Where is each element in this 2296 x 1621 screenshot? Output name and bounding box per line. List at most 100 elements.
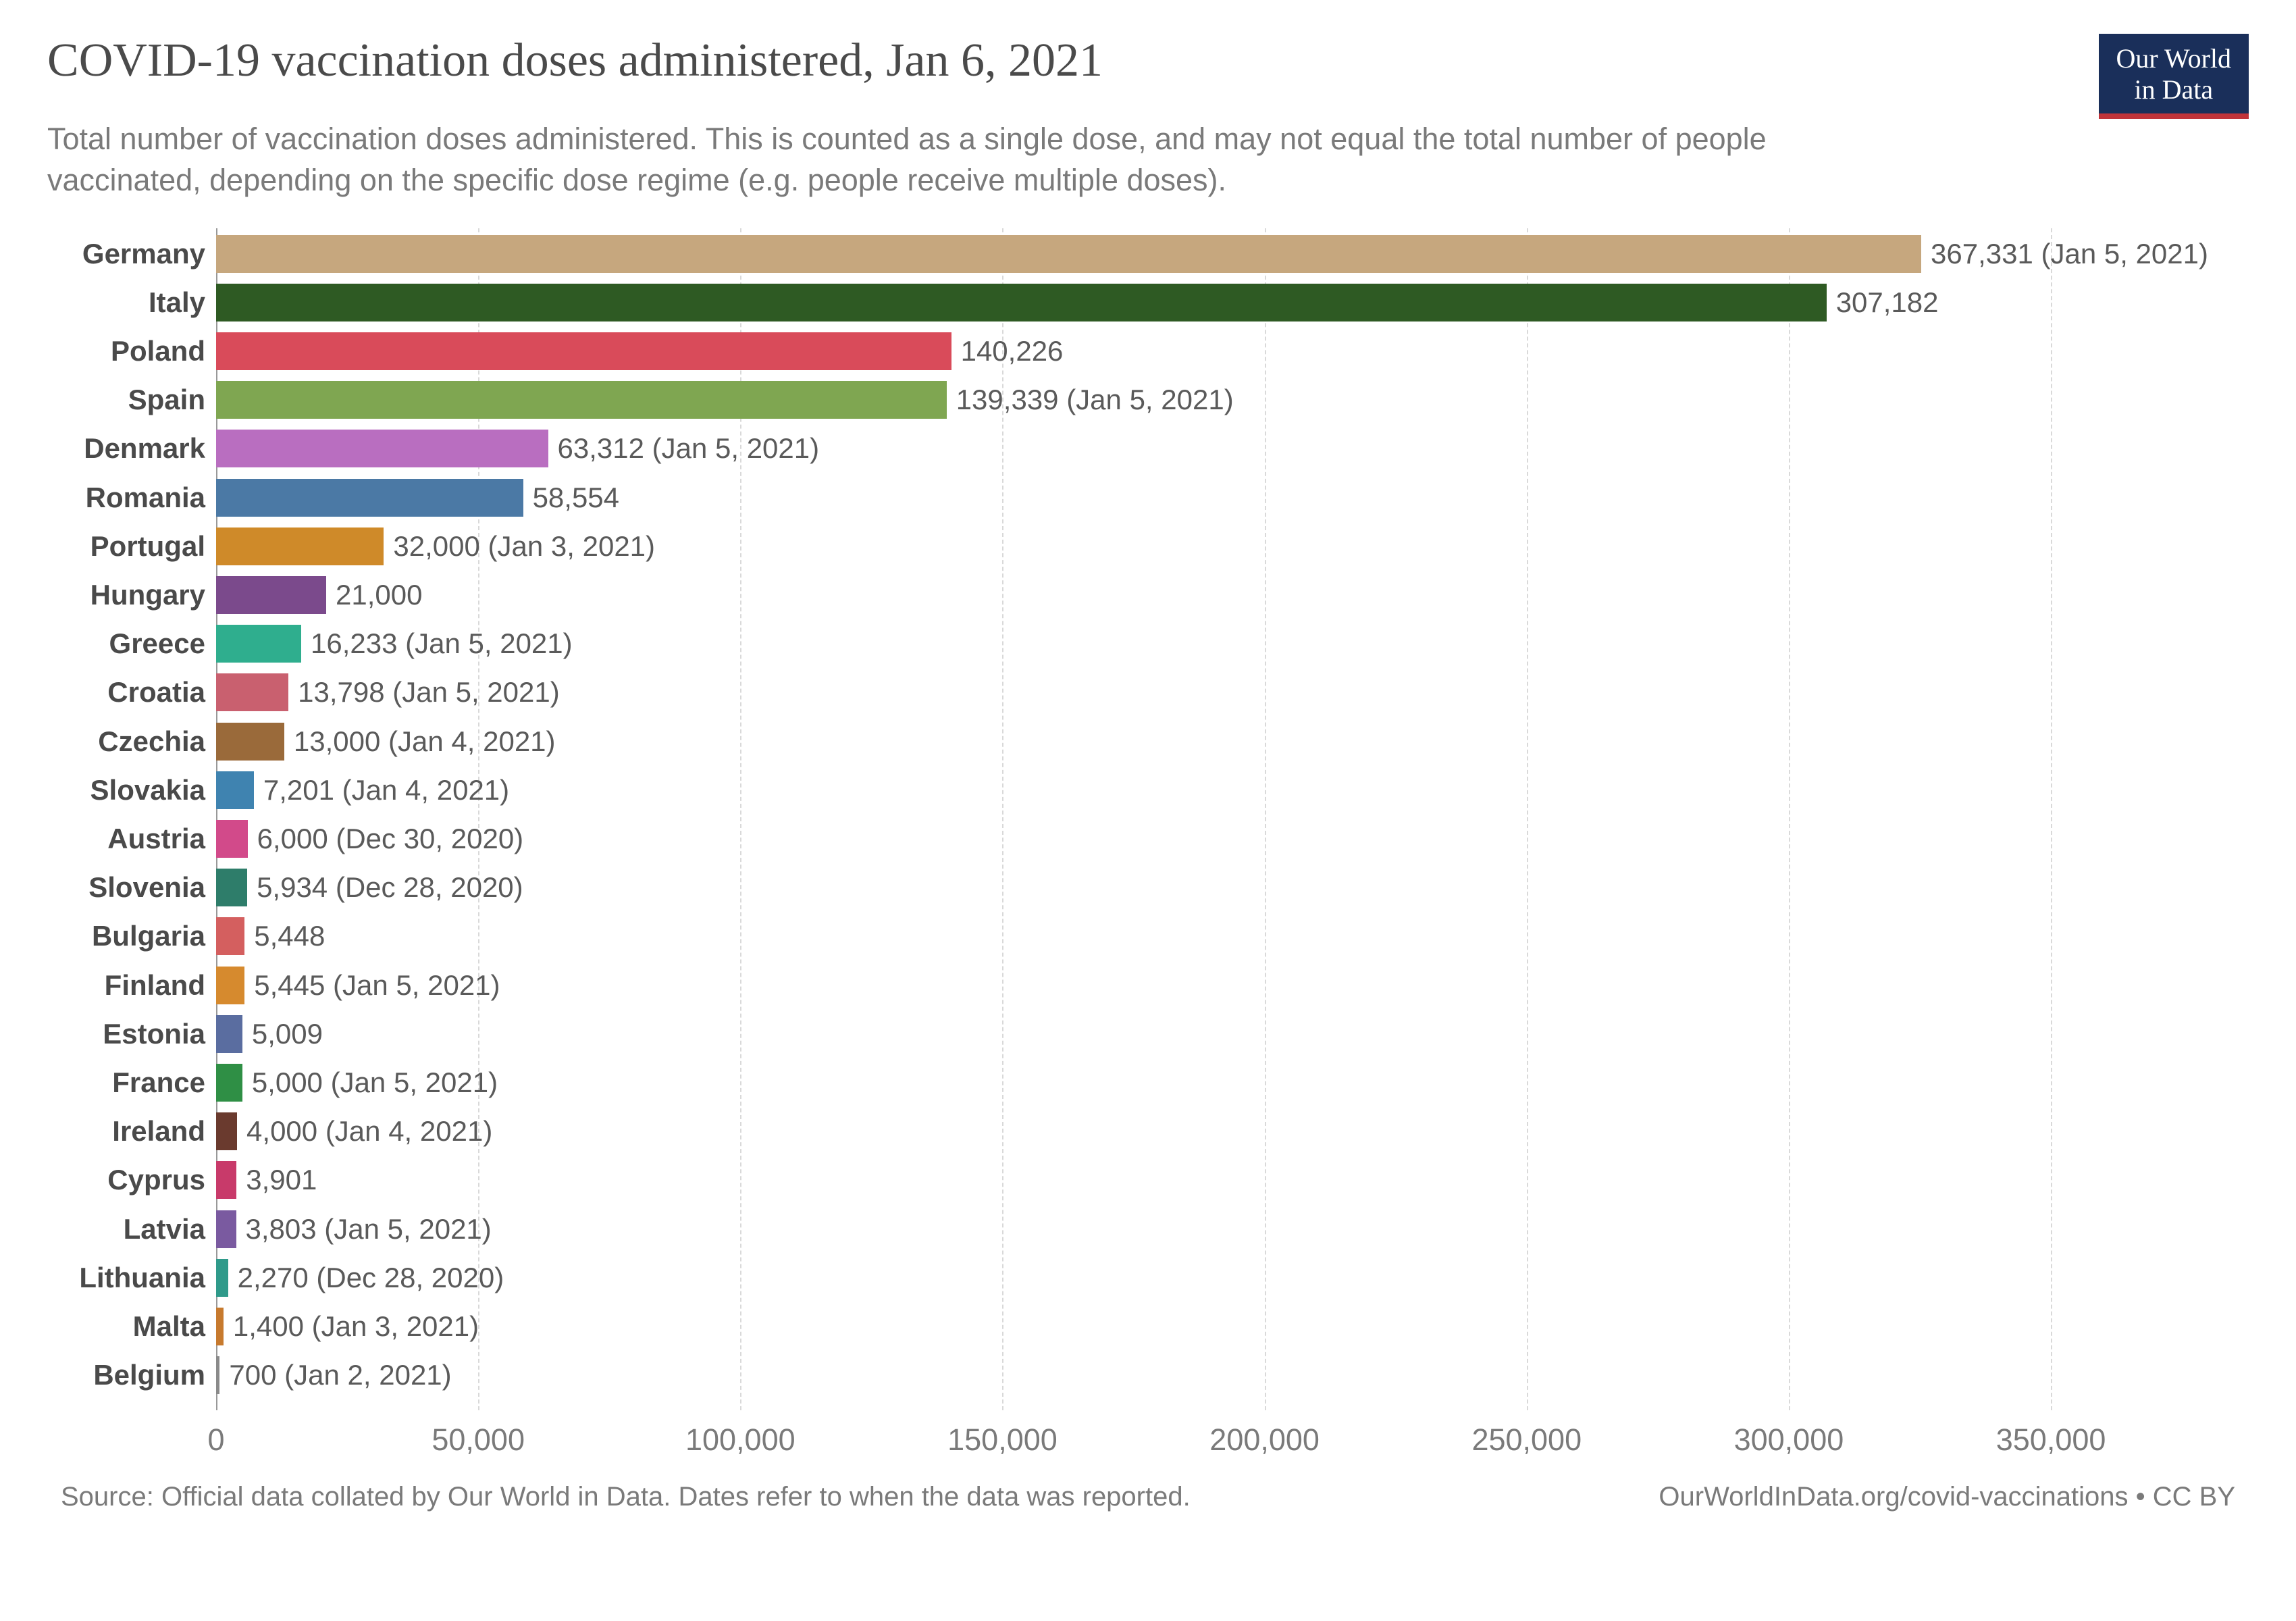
x-tick-label: 250,000 [1471, 1422, 1582, 1458]
bar-row: Greece16,233 (Jan 5, 2021) [216, 625, 2208, 663]
x-tick-label: 100,000 [685, 1422, 795, 1458]
chart-title: COVID-19 vaccination doses administered,… [47, 34, 1103, 88]
bar-row: Germany367,331 (Jan 5, 2021) [216, 235, 2208, 273]
bar [216, 869, 247, 906]
bar [216, 1308, 224, 1345]
bar-row: Slovenia5,934 (Dec 28, 2020) [216, 869, 2208, 906]
value-label: 58,554 [523, 482, 619, 514]
bar [216, 381, 947, 419]
chart-subtitle: Total number of vaccination doses admini… [47, 119, 1871, 201]
value-label: 4,000 (Jan 4, 2021) [237, 1115, 492, 1148]
bar-row: Finland5,445 (Jan 5, 2021) [216, 967, 2208, 1004]
value-label: 140,226 [951, 335, 1064, 367]
value-label: 307,182 [1827, 286, 1939, 319]
bar [216, 1210, 236, 1248]
value-label: 139,339 (Jan 5, 2021) [947, 384, 1234, 416]
bar [216, 1259, 228, 1297]
bar-row: Estonia5,009 [216, 1015, 2208, 1053]
bar-row: Bulgaria5,448 [216, 917, 2208, 955]
owid-logo: Our World in Data [2099, 34, 2249, 119]
x-tick-label: 150,000 [947, 1422, 1058, 1458]
x-tick-label: 0 [207, 1422, 224, 1458]
bar [216, 820, 248, 858]
country-label: Germany [82, 238, 216, 270]
bar-row: Cyprus3,901 [216, 1161, 2208, 1199]
country-label: Malta [133, 1310, 216, 1343]
country-label: Bulgaria [92, 920, 216, 952]
value-label: 13,000 (Jan 4, 2021) [284, 725, 556, 758]
bar [216, 430, 548, 467]
bar-row: France5,000 (Jan 5, 2021) [216, 1064, 2208, 1102]
bar-row: Czechia13,000 (Jan 4, 2021) [216, 723, 2208, 761]
country-label: Lithuania [79, 1262, 216, 1294]
value-label: 5,000 (Jan 5, 2021) [242, 1066, 498, 1099]
bar-row: Latvia3,803 (Jan 5, 2021) [216, 1210, 2208, 1248]
bar-row: Malta1,400 (Jan 3, 2021) [216, 1308, 2208, 1345]
bar [216, 528, 384, 565]
x-axis: 050,000100,000150,000200,000250,000300,0… [216, 1410, 2208, 1464]
value-label: 6,000 (Dec 30, 2020) [248, 823, 524, 855]
country-label: Poland [111, 335, 216, 367]
bar [216, 284, 1827, 321]
bar [216, 625, 301, 663]
attribution-text: OurWorldInData.org/covid-vaccinations • … [1659, 1482, 2235, 1512]
country-label: Portugal [90, 530, 216, 563]
country-label: Czechia [98, 725, 216, 758]
x-tick-label: 300,000 [1734, 1422, 1844, 1458]
bar-row: Spain139,339 (Jan 5, 2021) [216, 381, 2208, 419]
country-label: Spain [128, 384, 216, 416]
bar-row: Romania58,554 [216, 479, 2208, 517]
bar-row: Slovakia7,201 (Jan 4, 2021) [216, 771, 2208, 809]
value-label: 2,270 (Dec 28, 2020) [228, 1262, 504, 1294]
bar-row: Denmark63,312 (Jan 5, 2021) [216, 430, 2208, 467]
value-label: 5,445 (Jan 5, 2021) [244, 969, 500, 1002]
country-label: Finland [105, 969, 216, 1002]
bar [216, 479, 523, 517]
value-label: 5,009 [242, 1018, 323, 1050]
bar-row: Italy307,182 [216, 284, 2208, 321]
bar-row: Hungary21,000 [216, 576, 2208, 614]
bar-row: Austria6,000 (Dec 30, 2020) [216, 820, 2208, 858]
country-label: Italy [149, 286, 216, 319]
country-label: Romania [86, 482, 216, 514]
value-label: 13,798 (Jan 5, 2021) [288, 676, 560, 709]
bar [216, 576, 326, 614]
bar [216, 1064, 242, 1102]
bar [216, 1112, 237, 1150]
logo-line1: Our World [2116, 43, 2231, 74]
bar-row: Lithuania2,270 (Dec 28, 2020) [216, 1259, 2208, 1297]
value-label: 7,201 (Jan 4, 2021) [254, 774, 509, 806]
country-label: France [112, 1066, 216, 1099]
country-label: Croatia [107, 676, 216, 709]
source-text: Source: Official data collated by Our Wo… [61, 1482, 1191, 1512]
country-label: Slovakia [90, 774, 216, 806]
country-label: Denmark [84, 432, 216, 465]
bar-row: Portugal32,000 (Jan 3, 2021) [216, 528, 2208, 565]
country-label: Greece [109, 627, 216, 660]
chart-footer: Source: Official data collated by Our Wo… [47, 1482, 2249, 1512]
value-label: 63,312 (Jan 5, 2021) [548, 432, 820, 465]
x-tick-label: 50,000 [432, 1422, 525, 1458]
bar [216, 1015, 242, 1053]
country-label: Belgium [93, 1359, 216, 1391]
bar-row: Poland140,226 [216, 332, 2208, 370]
logo-line2: in Data [2116, 74, 2231, 105]
bar-row: Belgium700 (Jan 2, 2021) [216, 1356, 2208, 1394]
country-label: Austria [107, 823, 216, 855]
bar [216, 1161, 236, 1199]
value-label: 3,803 (Jan 5, 2021) [236, 1213, 492, 1245]
x-tick-label: 200,000 [1209, 1422, 1320, 1458]
bar [216, 673, 288, 711]
value-label: 5,448 [244, 920, 325, 952]
value-label: 367,331 (Jan 5, 2021) [1921, 238, 2208, 270]
bar [216, 235, 1921, 273]
country-label: Slovenia [88, 871, 216, 904]
x-tick-label: 350,000 [1996, 1422, 2106, 1458]
value-label: 1,400 (Jan 3, 2021) [224, 1310, 479, 1343]
bar-row: Croatia13,798 (Jan 5, 2021) [216, 673, 2208, 711]
bar [216, 967, 244, 1004]
value-label: 5,934 (Dec 28, 2020) [247, 871, 523, 904]
country-label: Ireland [112, 1115, 216, 1148]
value-label: 16,233 (Jan 5, 2021) [301, 627, 573, 660]
chart-area: Germany367,331 (Jan 5, 2021) Italy307,182… [216, 235, 2208, 1464]
